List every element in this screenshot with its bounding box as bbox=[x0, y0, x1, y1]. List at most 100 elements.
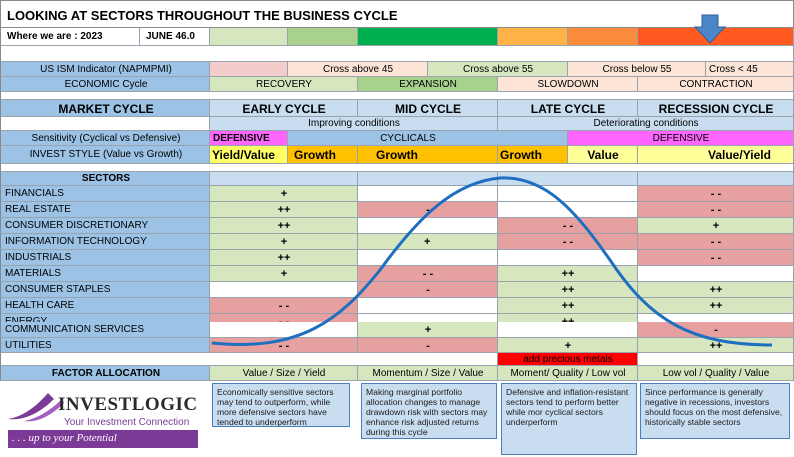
ism-recovery-blank bbox=[210, 62, 288, 77]
sensitivity-cyclicals: CYCLICALS bbox=[288, 131, 568, 146]
logo-area: INVESTLOGIC Your Investment Connection .… bbox=[0, 381, 210, 457]
sensitivity-label-cell: Sensitivity (Cyclical vs Defensive) bbox=[0, 131, 210, 146]
precious-blank-right bbox=[638, 353, 794, 366]
sector-cell: ++ bbox=[498, 298, 638, 314]
ism-cross-above-55: Cross above 55 bbox=[428, 62, 568, 77]
sector-cell bbox=[210, 322, 358, 338]
phase-bar-5 bbox=[568, 28, 638, 46]
style-value: Value bbox=[568, 146, 638, 164]
sector-cell: ++ bbox=[638, 298, 794, 314]
note-recession-cycle: Since performance is generally negative … bbox=[640, 383, 790, 439]
sector-cell bbox=[638, 266, 794, 282]
phase-bar-2 bbox=[288, 28, 358, 46]
logo-tagline: Your Investment Connection bbox=[64, 417, 190, 428]
sector-cell: - - bbox=[638, 186, 794, 202]
market-early: EARLY CYCLE bbox=[210, 100, 358, 117]
sector-cell: + bbox=[210, 186, 358, 202]
market-recession: RECESSION CYCLE bbox=[638, 100, 794, 117]
sector-cell: ++ bbox=[638, 338, 794, 353]
sector-cell: - - bbox=[638, 202, 794, 218]
date-reading: JUNE 46.0 bbox=[146, 31, 195, 42]
sector-cell bbox=[498, 202, 638, 218]
economic-expansion: EXPANSION bbox=[358, 77, 498, 92]
spacer-row-3 bbox=[0, 164, 794, 172]
spacer-row-1 bbox=[0, 46, 794, 62]
sector-cell: ++ bbox=[210, 218, 358, 234]
sectors-header-late bbox=[498, 172, 638, 186]
sector-cell: ++ bbox=[498, 282, 638, 298]
factor-late: Moment/ Quality / Low vol bbox=[498, 366, 638, 381]
invest-style-label-cell: INVEST STYLE (Value vs Growth) bbox=[0, 146, 210, 164]
sector-cell: ++ bbox=[210, 202, 358, 218]
style-value-yield: Value/Yield bbox=[638, 146, 794, 164]
conditions-blank bbox=[0, 117, 210, 131]
title-bar: LOOKING AT SECTORS THROUGHOUT THE BUSINE… bbox=[0, 0, 794, 28]
sector-name-financials: FINANCIALS bbox=[0, 186, 210, 202]
factor-recession: Low vol / Quality / Value bbox=[638, 366, 794, 381]
sector-name-real-estate: REAL ESTATE bbox=[0, 202, 210, 218]
current-position-arrow-icon bbox=[693, 14, 727, 44]
economic-slowdown: SLOWDOWN bbox=[498, 77, 638, 92]
conditions-improving: Improving conditions bbox=[210, 117, 498, 131]
sector-cell: - - bbox=[358, 266, 498, 282]
logo-brand: INVESTLOGIC bbox=[58, 394, 198, 415]
sector-cell: - - bbox=[638, 250, 794, 266]
sectors-header-recession bbox=[638, 172, 794, 186]
where-we-are: Where we are : 2023 bbox=[7, 31, 103, 42]
sector-name-communication-services: COMMUNICATION SERVICES bbox=[0, 322, 210, 338]
sector-name-consumer-discretionary: CONSUMER DISCRETIONARY bbox=[0, 218, 210, 234]
sector-cell: + bbox=[498, 338, 638, 353]
investlogic-logo-icon bbox=[8, 393, 64, 422]
factor-early: Value / Size / Yield bbox=[210, 366, 358, 381]
sector-name-consumer-staples: CONSUMER STAPLES bbox=[0, 282, 210, 298]
sector-cell: ++ bbox=[498, 266, 638, 282]
precious-metals-cell: add precious metals bbox=[498, 353, 638, 366]
sector-cell bbox=[358, 186, 498, 202]
precious-blank bbox=[0, 353, 498, 366]
sectors-header-cell: SECTORS bbox=[0, 172, 210, 186]
sector-cell: ++ bbox=[210, 250, 358, 266]
sector-cell: + bbox=[358, 234, 498, 250]
sensitivity-defensive-right: DEFENSIVE bbox=[568, 131, 794, 146]
economic-label-cell: ECONOMIC Cycle bbox=[0, 77, 210, 92]
sector-cell: + bbox=[210, 266, 358, 282]
sector-name-health-care: HEALTH CARE bbox=[0, 298, 210, 314]
sector-cell: - bbox=[638, 322, 794, 338]
date-cell: JUNE 46.0 bbox=[140, 28, 210, 46]
sector-cell: - - bbox=[498, 234, 638, 250]
style-growth-3: Growth bbox=[498, 146, 568, 164]
style-growth-1: Growth bbox=[288, 146, 358, 164]
factor-label-cell: FACTOR ALLOCATION bbox=[0, 366, 210, 381]
ism-cross-below-55: Cross below 55 bbox=[568, 62, 706, 77]
note-early-cycle: Economically sensitive sectors may tend … bbox=[212, 383, 350, 427]
sector-cell: - - bbox=[498, 218, 638, 234]
sector-cell: + bbox=[638, 218, 794, 234]
spacer-row-2 bbox=[0, 92, 794, 100]
sector-cell bbox=[210, 282, 358, 298]
sector-cell: - bbox=[358, 202, 498, 218]
sector-cell: + bbox=[358, 322, 498, 338]
sensitivity-defensive-left: DEFENSIVE bbox=[210, 131, 288, 146]
sector-cell: - - bbox=[638, 234, 794, 250]
ism-cross-above-45: Cross above 45 bbox=[288, 62, 428, 77]
sector-cell: - bbox=[358, 338, 498, 353]
page-title: LOOKING AT SECTORS THROUGHOUT THE BUSINE… bbox=[7, 8, 398, 23]
note-late-cycle: Defensive and inflation-resistant sector… bbox=[501, 383, 637, 455]
sector-name-utilities: UTILITIES bbox=[0, 338, 210, 353]
style-yield-value: Yield/Value bbox=[210, 146, 288, 164]
sector-cell bbox=[498, 322, 638, 338]
logo-slogan-bar: . . . up to your Potential bbox=[8, 430, 198, 448]
market-label-cell: MARKET CYCLE bbox=[0, 100, 210, 117]
sector-cell: ++ bbox=[638, 282, 794, 298]
ism-cross-lt-45: Cross < 45 bbox=[706, 62, 794, 77]
sector-name-information-technology: INFORMATION TECHNOLOGY bbox=[0, 234, 210, 250]
market-late: LATE CYCLE bbox=[498, 100, 638, 117]
note-mid-cycle: Making marginal portfolio allocation cha… bbox=[361, 383, 497, 439]
style-growth-2: Growth bbox=[358, 146, 498, 164]
economic-contraction: CONTRACTION bbox=[638, 77, 794, 92]
sector-cell bbox=[498, 250, 638, 266]
factor-mid: Momentum / Size / Value bbox=[358, 366, 498, 381]
market-mid: MID CYCLE bbox=[358, 100, 498, 117]
sector-cell: - bbox=[358, 282, 498, 298]
sectors-header-early bbox=[210, 172, 358, 186]
